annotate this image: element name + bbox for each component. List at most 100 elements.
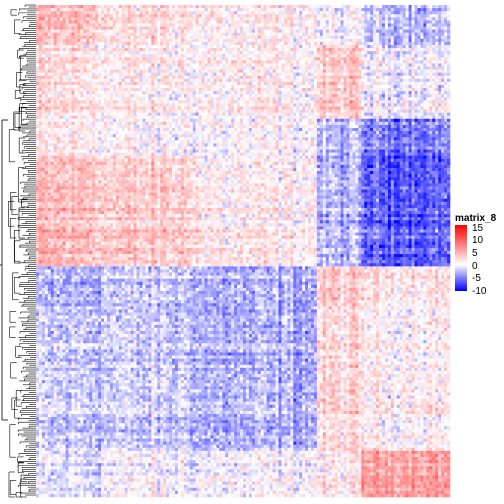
heatmap-cell xyxy=(429,32,433,37)
heatmap-cell xyxy=(299,51,303,55)
heatmap-cell xyxy=(169,20,173,24)
heatmap-cell xyxy=(408,32,412,37)
heatmap-cell xyxy=(77,23,81,27)
heatmap-cell xyxy=(260,11,264,15)
heatmap-cell xyxy=(358,94,362,98)
heatmap-cell xyxy=(180,66,185,70)
heatmap-cell xyxy=(387,66,392,70)
heatmap-cell xyxy=(322,23,327,27)
heatmap-cell xyxy=(423,54,427,58)
heatmap-cell xyxy=(216,54,220,58)
heatmap-cell xyxy=(316,5,321,9)
heatmap-cell xyxy=(373,63,377,67)
heatmap-cell xyxy=(195,66,199,70)
heatmap-cell xyxy=(429,35,433,40)
heatmap-cell xyxy=(426,23,430,27)
heatmap-cell xyxy=(243,60,247,64)
heatmap-cell xyxy=(299,78,303,83)
heatmap-cell xyxy=(376,75,380,80)
heatmap-cell xyxy=(92,38,96,43)
heatmap-cell xyxy=(316,57,321,61)
heatmap-cell xyxy=(245,97,250,101)
heatmap-cell xyxy=(192,94,196,98)
heatmap-cell xyxy=(311,38,315,43)
heatmap-cell xyxy=(92,35,96,40)
heatmap-cell xyxy=(275,100,279,104)
heatmap-cell xyxy=(101,29,105,33)
heatmap-cell xyxy=(142,94,146,98)
heatmap-cell xyxy=(402,8,406,12)
heatmap-cell xyxy=(414,88,418,92)
heatmap-cell xyxy=(426,35,430,40)
heatmap-cell xyxy=(169,44,173,49)
heatmap-cell xyxy=(89,14,93,18)
heatmap-cell xyxy=(240,100,244,104)
heatmap-cell xyxy=(325,20,330,24)
heatmap-cell xyxy=(213,23,217,27)
heatmap-cell xyxy=(115,88,120,92)
heatmap-cell xyxy=(435,26,439,30)
heatmap-cell xyxy=(74,66,78,70)
heatmap-cell xyxy=(302,32,306,37)
heatmap-cell xyxy=(349,26,353,30)
heatmap-cell xyxy=(266,17,270,21)
heatmap-cell xyxy=(133,94,137,98)
heatmap-cell xyxy=(83,38,87,43)
heatmap-cell xyxy=(414,8,418,12)
heatmap-cell xyxy=(396,75,401,80)
heatmap-cell xyxy=(411,91,415,95)
heatmap-cell xyxy=(59,54,63,58)
heatmap-cell xyxy=(240,84,244,89)
heatmap-cell xyxy=(441,8,445,12)
heatmap-cell xyxy=(281,66,285,70)
heatmap-cell xyxy=(426,20,430,24)
heatmap-cell xyxy=(355,63,359,67)
heatmap-cell xyxy=(77,32,81,37)
heatmap-cell xyxy=(237,17,241,21)
heatmap-cell xyxy=(53,20,57,24)
heatmap-cell xyxy=(207,17,211,21)
heatmap-cell xyxy=(367,51,371,55)
heatmap-cell xyxy=(74,60,78,64)
heatmap-cell xyxy=(284,20,288,24)
heatmap-cell xyxy=(92,78,96,83)
heatmap-cell xyxy=(59,51,63,55)
heatmap-cell xyxy=(231,44,235,49)
heatmap-cell xyxy=(127,32,131,37)
heatmap-cell xyxy=(115,11,120,15)
heatmap-cell xyxy=(133,20,137,24)
heatmap-cell xyxy=(145,35,149,40)
heatmap-cell xyxy=(118,100,123,104)
heatmap-cell xyxy=(390,94,395,98)
heatmap-cell xyxy=(269,29,273,33)
heatmap-cell xyxy=(151,63,155,67)
heatmap-cell xyxy=(308,54,312,58)
heatmap-cell xyxy=(299,20,303,24)
heatmap-cell xyxy=(248,81,253,86)
heatmap-cell xyxy=(65,14,69,18)
heatmap-cell xyxy=(287,54,291,58)
heatmap-cell xyxy=(319,63,324,67)
heatmap-cell xyxy=(311,91,315,95)
heatmap-cell xyxy=(432,57,436,61)
heatmap-cell xyxy=(251,23,256,27)
heatmap-cell xyxy=(405,20,409,24)
heatmap-cell xyxy=(177,84,182,89)
heatmap-cell xyxy=(346,97,350,101)
heatmap-cell xyxy=(408,60,412,64)
heatmap-cell xyxy=(133,97,137,101)
heatmap-cell xyxy=(183,48,188,52)
heatmap-cell xyxy=(251,48,256,52)
heatmap-cell xyxy=(157,84,161,89)
heatmap-cell xyxy=(361,35,365,40)
heatmap-cell xyxy=(405,91,409,95)
heatmap-cell xyxy=(112,8,117,12)
heatmap-cell xyxy=(228,54,232,58)
heatmap-cell xyxy=(349,5,353,9)
heatmap-cell xyxy=(340,91,344,95)
heatmap-cell xyxy=(163,75,167,80)
heatmap-cell xyxy=(130,69,134,73)
heatmap-cell xyxy=(62,91,66,95)
heatmap-cell xyxy=(106,78,111,83)
heatmap-cell xyxy=(340,81,344,86)
